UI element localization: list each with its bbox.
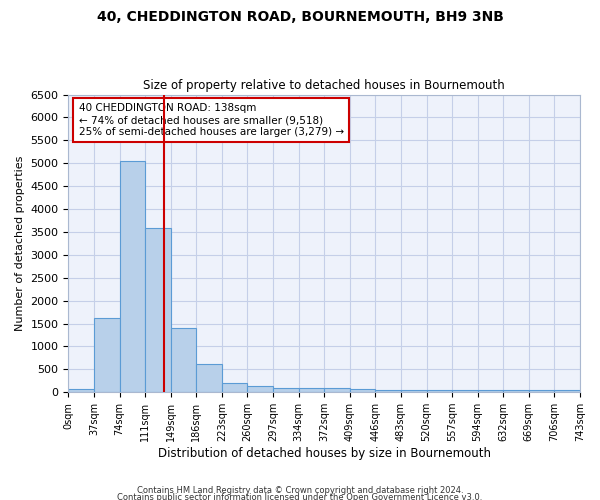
Bar xyxy=(299,388,324,392)
X-axis label: Distribution of detached houses by size in Bournemouth: Distribution of detached houses by size … xyxy=(158,447,491,460)
Bar xyxy=(401,390,427,392)
Bar xyxy=(68,388,94,392)
Text: 40, CHEDDINGTON ROAD, BOURNEMOUTH, BH9 3NB: 40, CHEDDINGTON ROAD, BOURNEMOUTH, BH9 3… xyxy=(97,10,503,24)
Y-axis label: Number of detached properties: Number of detached properties xyxy=(15,156,25,331)
Bar xyxy=(94,318,119,392)
Text: Contains HM Land Registry data © Crown copyright and database right 2024.: Contains HM Land Registry data © Crown c… xyxy=(137,486,463,495)
Bar xyxy=(554,390,580,392)
Bar xyxy=(324,388,350,392)
Bar xyxy=(376,390,401,392)
Bar xyxy=(196,364,222,392)
Bar xyxy=(452,390,478,392)
Bar xyxy=(222,383,247,392)
Bar xyxy=(427,390,452,392)
Bar xyxy=(529,390,554,392)
Bar xyxy=(273,388,299,392)
Text: Contains public sector information licensed under the Open Government Licence v3: Contains public sector information licen… xyxy=(118,494,482,500)
Text: 40 CHEDDINGTON ROAD: 138sqm
← 74% of detached houses are smaller (9,518)
25% of : 40 CHEDDINGTON ROAD: 138sqm ← 74% of det… xyxy=(79,104,344,136)
Bar xyxy=(145,228,171,392)
Bar xyxy=(247,386,273,392)
Bar xyxy=(171,328,196,392)
Bar xyxy=(350,389,376,392)
Title: Size of property relative to detached houses in Bournemouth: Size of property relative to detached ho… xyxy=(143,79,505,92)
Bar xyxy=(503,390,529,392)
Bar xyxy=(478,390,503,392)
Bar xyxy=(119,161,145,392)
